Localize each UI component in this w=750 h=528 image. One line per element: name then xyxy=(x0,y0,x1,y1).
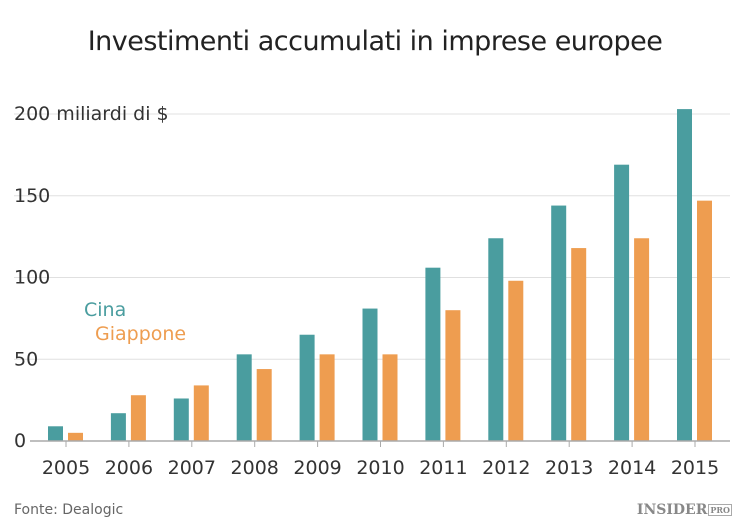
bar-giappone-2010 xyxy=(382,354,398,441)
x-tick-label: 2013 xyxy=(545,457,593,479)
bar-cina-2010 xyxy=(362,308,378,441)
bar-giappone-2015 xyxy=(697,200,712,441)
bar-giappone-2014 xyxy=(634,238,650,441)
x-tick-label: 2005 xyxy=(42,457,90,479)
x-tick-label: 2014 xyxy=(608,457,656,479)
bar-cina-2015 xyxy=(677,109,692,441)
bar-cina-2005 xyxy=(48,426,63,441)
logo-text: INSIDER xyxy=(636,502,708,518)
bar-giappone-2005 xyxy=(68,432,83,441)
y-tick-label: 150 xyxy=(14,185,50,207)
bar-cina-2006 xyxy=(110,413,126,441)
y-tick-label: 100 xyxy=(14,267,50,289)
source-note: Fonte: Dealogic xyxy=(14,502,124,518)
bar-giappone-2011 xyxy=(445,310,461,441)
bar-cina-2009 xyxy=(299,334,315,441)
bar-cina-2008 xyxy=(236,354,252,441)
legend-giappone: Giappone xyxy=(95,323,186,345)
bar-cina-2011 xyxy=(425,267,441,441)
x-tick-label: 2015 xyxy=(671,457,719,479)
x-tick-label: 2008 xyxy=(231,457,279,479)
x-tick-label: 2011 xyxy=(419,457,467,479)
bar-giappone-2007 xyxy=(193,385,209,441)
bar-giappone-2009 xyxy=(319,354,335,441)
bar-giappone-2008 xyxy=(256,369,272,441)
x-tick-label: 2010 xyxy=(356,457,404,479)
bar-cina-2013 xyxy=(551,205,567,441)
x-tick-label: 2009 xyxy=(293,457,341,479)
bar-cina-2012 xyxy=(488,238,504,441)
bar-cina-2007 xyxy=(173,398,189,441)
y-axis-label: 200 miliardi di $ xyxy=(14,103,169,125)
y-tick-label: 50 xyxy=(14,348,38,370)
logo-badge: PRO xyxy=(708,504,732,516)
chart-title: Investimenti accumulati in imprese europ… xyxy=(87,26,663,57)
bar-giappone-2012 xyxy=(508,280,524,441)
bar-giappone-2013 xyxy=(571,248,587,441)
y-tick-label: 0 xyxy=(14,430,26,452)
x-tick-label: 2006 xyxy=(105,457,153,479)
legend-cina: Cina xyxy=(84,299,126,321)
bar-giappone-2006 xyxy=(130,395,146,441)
logo: INSIDER PRO xyxy=(637,502,732,518)
x-tick-label: 2012 xyxy=(482,457,530,479)
x-tick-label: 2007 xyxy=(168,457,216,479)
bar-cina-2014 xyxy=(614,164,630,441)
